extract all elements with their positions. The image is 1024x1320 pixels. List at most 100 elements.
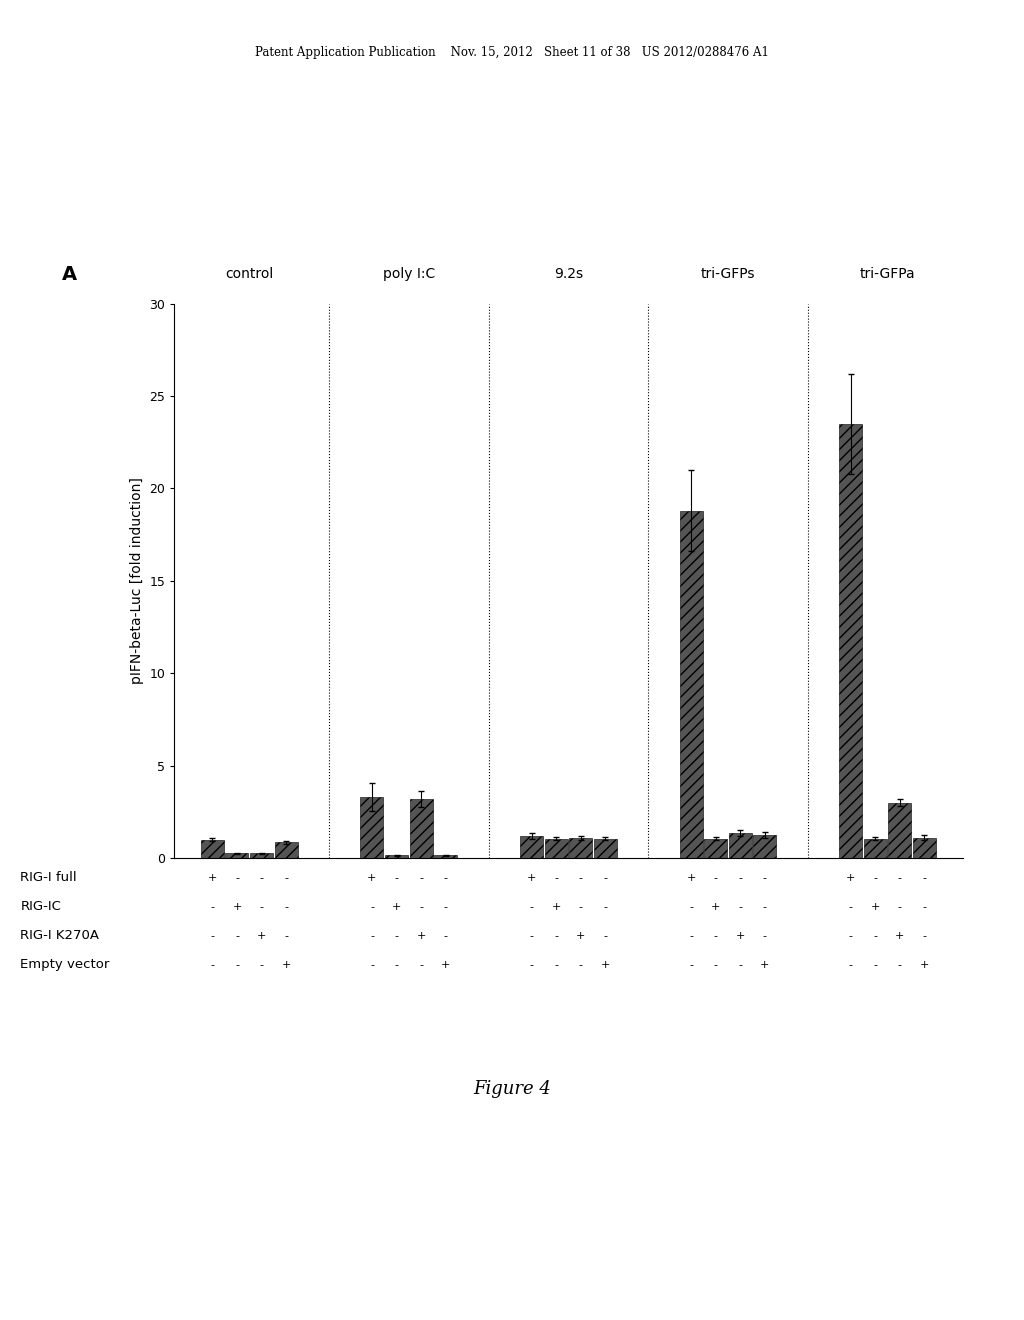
Bar — [545, 838, 567, 858]
Text: -: - — [234, 873, 239, 883]
Text: -: - — [579, 873, 583, 883]
Text: -: - — [849, 960, 853, 970]
Text: -: - — [370, 902, 374, 912]
Text: -: - — [898, 902, 902, 912]
Text: +: + — [208, 873, 217, 883]
Text: -: - — [529, 931, 534, 941]
Text: -: - — [603, 931, 607, 941]
Text: -: - — [259, 873, 263, 883]
Text: -: - — [394, 960, 398, 970]
Text: RIG-I full: RIG-I full — [20, 871, 77, 884]
Text: -: - — [603, 902, 607, 912]
Text: RIG-IC: RIG-IC — [20, 900, 61, 913]
Text: Patent Application Publication    Nov. 15, 2012   Sheet 11 of 38   US 2012/02884: Patent Application Publication Nov. 15, … — [255, 46, 769, 59]
Text: -: - — [873, 960, 878, 970]
Bar — [434, 855, 457, 858]
Text: control: control — [225, 268, 273, 281]
Text: -: - — [923, 902, 927, 912]
Text: +: + — [392, 902, 401, 912]
Text: -: - — [443, 931, 447, 941]
Text: -: - — [738, 902, 742, 912]
Text: -: - — [284, 902, 288, 912]
Bar — [250, 854, 273, 858]
Text: -: - — [554, 931, 558, 941]
Text: -: - — [419, 902, 423, 912]
Text: -: - — [234, 931, 239, 941]
Text: +: + — [526, 873, 537, 883]
Text: -: - — [394, 931, 398, 941]
Text: -: - — [259, 902, 263, 912]
Text: -: - — [370, 931, 374, 941]
Text: -: - — [738, 960, 742, 970]
Text: -: - — [579, 960, 583, 970]
Text: -: - — [689, 931, 693, 941]
Text: 9.2s: 9.2s — [554, 268, 583, 281]
Text: -: - — [234, 960, 239, 970]
Text: +: + — [895, 931, 904, 941]
Bar — [888, 803, 911, 858]
Text: +: + — [760, 960, 769, 970]
Text: -: - — [689, 960, 693, 970]
Bar — [912, 838, 936, 858]
Text: -: - — [284, 873, 288, 883]
Bar — [863, 838, 887, 858]
Text: -: - — [210, 902, 214, 912]
Text: -: - — [443, 873, 447, 883]
Text: -: - — [554, 873, 558, 883]
Text: +: + — [257, 931, 266, 941]
Y-axis label: pIFN-beta-Luc [fold induction]: pIFN-beta-Luc [fold induction] — [130, 478, 143, 684]
Text: +: + — [368, 873, 377, 883]
Text: -: - — [923, 873, 927, 883]
Text: -: - — [370, 960, 374, 970]
Bar — [729, 833, 752, 858]
Text: -: - — [898, 960, 902, 970]
Text: poly I:C: poly I:C — [383, 268, 435, 281]
Text: -: - — [259, 960, 263, 970]
Text: tri-GFPs: tri-GFPs — [700, 268, 755, 281]
Text: Figure 4: Figure 4 — [473, 1080, 551, 1098]
Text: -: - — [898, 873, 902, 883]
Text: +: + — [686, 873, 695, 883]
Text: -: - — [738, 873, 742, 883]
Text: A: A — [61, 265, 77, 284]
Bar — [520, 836, 543, 858]
Bar — [410, 799, 432, 858]
Bar — [385, 855, 408, 858]
Text: -: - — [419, 960, 423, 970]
Bar — [754, 836, 776, 858]
Text: -: - — [443, 902, 447, 912]
Text: -: - — [763, 931, 767, 941]
Text: -: - — [579, 902, 583, 912]
Text: -: - — [763, 902, 767, 912]
Bar — [839, 424, 862, 858]
Text: +: + — [551, 902, 561, 912]
Bar — [201, 840, 224, 858]
Text: +: + — [920, 960, 929, 970]
Text: tri-GFPa: tri-GFPa — [859, 268, 915, 281]
Text: -: - — [394, 873, 398, 883]
Text: -: - — [714, 960, 718, 970]
Text: -: - — [849, 931, 853, 941]
Text: -: - — [849, 902, 853, 912]
Text: +: + — [735, 931, 744, 941]
Text: +: + — [870, 902, 880, 912]
Bar — [569, 838, 592, 858]
Text: +: + — [600, 960, 610, 970]
Text: -: - — [419, 873, 423, 883]
Text: -: - — [529, 902, 534, 912]
Text: -: - — [714, 931, 718, 941]
Text: -: - — [210, 931, 214, 941]
Text: +: + — [575, 931, 586, 941]
Bar — [360, 797, 383, 858]
Text: +: + — [711, 902, 720, 912]
Text: +: + — [441, 960, 451, 970]
Text: -: - — [210, 960, 214, 970]
Bar — [680, 511, 702, 858]
Text: -: - — [554, 960, 558, 970]
Text: +: + — [846, 873, 855, 883]
Text: +: + — [232, 902, 242, 912]
Text: +: + — [417, 931, 426, 941]
Text: Empty vector: Empty vector — [20, 958, 110, 972]
Text: -: - — [529, 960, 534, 970]
Bar — [274, 842, 298, 858]
